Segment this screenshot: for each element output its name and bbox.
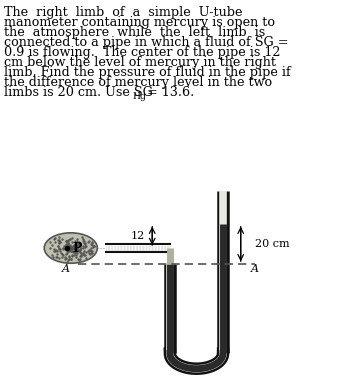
Text: connected to a pipe in which a fluid of SG =: connected to a pipe in which a fluid of … xyxy=(4,36,289,49)
Text: the difference of mercury level in the two: the difference of mercury level in the t… xyxy=(4,76,272,89)
Text: 0.9 is flowing.  The center of the pipe is 12: 0.9 is flowing. The center of the pipe i… xyxy=(4,46,281,59)
Text: The  right  limb  of  a  simple  U-tube: The right limb of a simple U-tube xyxy=(4,5,243,19)
Text: manometer containing mercury is open to: manometer containing mercury is open to xyxy=(4,16,275,29)
Text: limb. Find the pressure of fluid in the pipe if: limb. Find the pressure of fluid in the … xyxy=(4,66,291,79)
Text: 12: 12 xyxy=(131,231,145,241)
Circle shape xyxy=(44,233,97,263)
Text: the  atmosphere  while  the  left  limb  is: the atmosphere while the left limb is xyxy=(4,26,266,39)
Text: P: P xyxy=(73,241,82,255)
Text: 20 cm: 20 cm xyxy=(255,239,290,249)
Text: A: A xyxy=(62,264,69,274)
Text: = 13.6.: = 13.6. xyxy=(147,87,194,99)
Text: limbs is 20 cm. Use SG: limbs is 20 cm. Use SG xyxy=(4,87,153,99)
Text: Hg: Hg xyxy=(132,92,146,101)
Text: A: A xyxy=(251,264,259,274)
Text: cm below the level of mercury in the right: cm below the level of mercury in the rig… xyxy=(4,56,276,69)
